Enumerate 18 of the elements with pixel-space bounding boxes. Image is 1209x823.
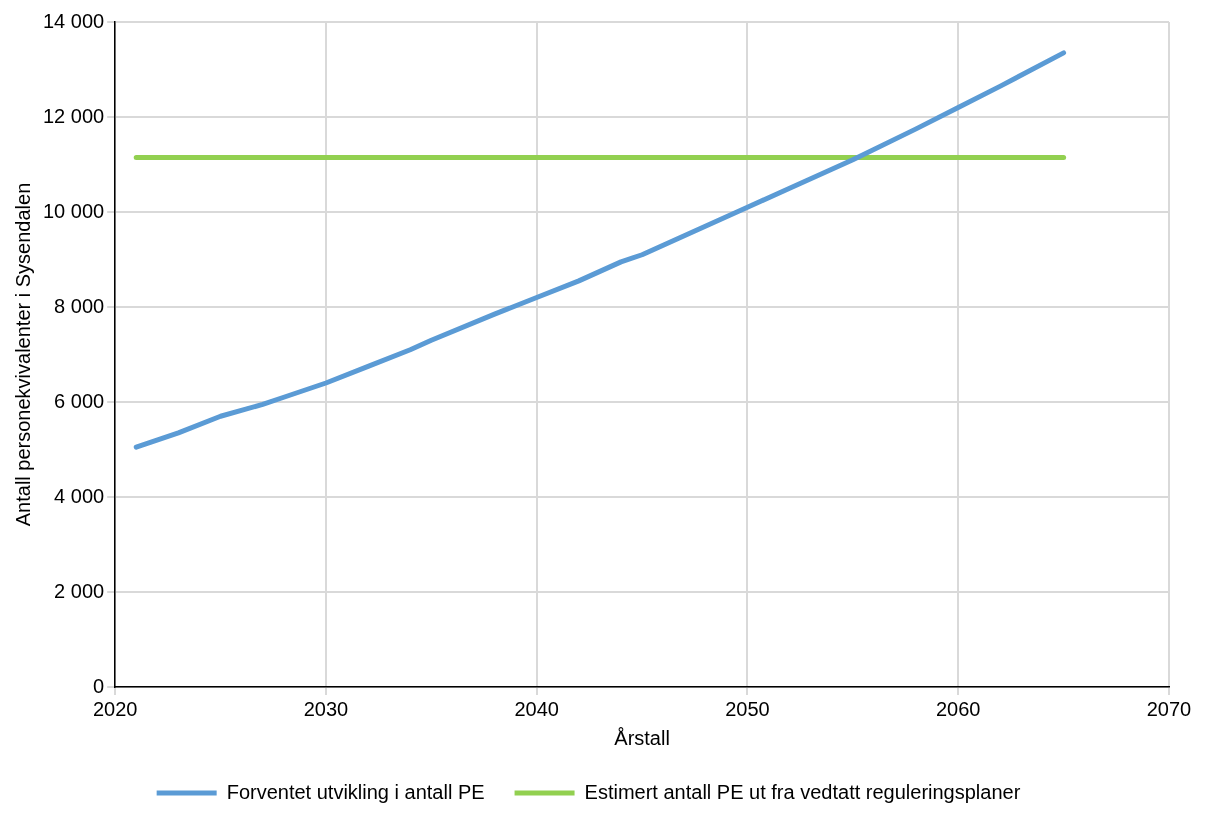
x-tick-label: 2020 (92, 697, 138, 720)
x-tick-label: 2070 (1146, 697, 1192, 720)
x-axis-title: Årstall (614, 726, 670, 749)
x-tick-label: 2030 (303, 697, 349, 720)
x-tick-label: 2040 (514, 697, 559, 720)
legend-label: Forventet utvikling i antall PE (226, 780, 485, 803)
y-tick-label: 2 000 (54, 579, 105, 602)
y-tick-label: 0 (93, 674, 105, 697)
legend-label: Estimert antall PE ut fra vedtatt reguleringsplaner (584, 780, 1021, 803)
x-tick-label: 2060 (935, 697, 981, 720)
y-tick-label: 4 000 (54, 484, 105, 507)
y-tick-label: 14 000 (43, 9, 105, 32)
x-tick-label: 2050 (725, 697, 770, 720)
y-tick-label: 8 000 (54, 294, 105, 317)
y-tick-label: 12 000 (43, 104, 105, 127)
y-axis-title: Antall personekvivalenter i Sysendalen (11, 182, 34, 527)
y-tick-label: 6 000 (54, 389, 105, 412)
y-tick-label: 10 000 (43, 199, 105, 222)
